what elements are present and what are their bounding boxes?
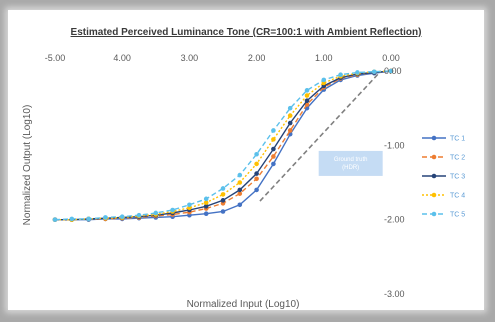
data-point-tc5 [170,207,175,213]
x-tick-label: 1.00 [315,53,333,63]
data-point-tc5 [388,68,394,74]
data-point-tc5 [271,128,276,133]
data-point-tc1 [220,209,226,214]
data-point-tc5 [69,216,75,222]
ground-truth-line [259,70,382,202]
data-point-tc2 [254,176,259,182]
y-axis-label: Normalized Output (Log10) [22,105,33,226]
plot-area: Ground truth (HDR) [52,68,394,222]
data-point-tc4 [254,161,259,167]
annotation-box [318,150,383,176]
data-point-tc2 [237,191,243,196]
data-point-tc4 [237,180,243,185]
data-point-tc5 [86,216,91,222]
data-point-tc5 [338,72,343,78]
x-axis-label: Normalized Input (Log10) [187,299,300,310]
data-point-tc1 [271,161,276,167]
legend: TC 1 TC 2 TC 3 TC 4 TC 5 [422,136,465,219]
data-point-tc5 [254,151,259,157]
data-point-tc5 [355,70,360,75]
data-point-tc5 [237,172,243,178]
data-point-tc5 [119,214,125,219]
x-tick-label: 3.00 [181,53,199,63]
data-point-tc1 [203,211,209,217]
axes: Normalized Input (Log10) Normalized Outp… [22,53,405,310]
x-tick-label: 4.00 [113,53,131,63]
series-line-tc4 [55,70,392,221]
data-point-tc4 [304,93,310,98]
y-tick-label: 0.00 [384,66,402,76]
chart: Ground truth (HDR) Estimated Perceived Lu… [22,27,465,310]
annotation-text: Ground truth (HDR) [334,157,368,171]
data-point-tc5 [321,77,327,83]
data-point-tc2 [287,128,293,133]
legend-label-tc4: TC 4 [450,193,465,200]
data-point-tc5 [203,196,209,202]
data-point-tc5 [187,202,192,208]
y-tick-label: -3.00 [384,289,405,299]
data-point-tc5 [220,186,226,191]
data-point-tc4 [287,113,293,118]
data-point-tc5 [371,69,377,75]
title-layer: Estimated Perceived Luminance Tone (CR=1… [71,27,422,38]
data-point-tc5 [304,88,310,93]
series-line-tc1 [55,70,392,221]
series-line-tc2 [55,70,392,221]
chart-title: Estimated Perceived Luminance Tone (CR=1… [71,27,422,38]
legend-marker-tc3 [431,173,437,179]
legend-label-tc3: TC 3 [450,174,465,181]
legend-marker-tc1 [431,135,437,141]
legend-marker-tc2 [431,154,437,160]
data-point-tc3 [271,146,276,152]
data-point-tc4 [220,192,226,197]
data-point-tc5 [287,105,293,111]
y-tick-label: -1.00 [384,140,405,150]
data-point-tc3 [220,198,226,203]
series-line-tc5 [54,70,392,221]
data-point-tc2 [271,154,276,159]
data-point-tc5 [136,212,142,218]
legend-label-tc1: TC 1 [450,136,465,143]
data-point-tc3 [287,120,293,126]
data-point-tc3 [304,98,310,104]
data-point-tc4 [203,200,209,205]
legend-label-tc5: TC 5 [450,212,465,219]
x-tick-label: -5.00 [45,53,66,63]
data-point-tc4 [271,137,276,142]
legend-marker-tc4 [431,192,437,198]
data-point-tc5 [153,210,159,216]
data-point-tc1 [254,187,259,193]
data-point-tc3 [203,203,209,209]
data-point-tc1 [237,202,243,208]
data-point-tc5 [103,215,108,220]
series-line-tc3 [55,70,392,221]
data-point-tc5 [52,217,58,222]
legend-marker-tc5 [431,211,437,217]
x-tick-label: 0.00 [382,53,400,63]
legend-label-tc2: TC 2 [450,155,465,162]
y-tick-label: -2.00 [384,215,405,225]
data-point-tc3 [237,187,243,193]
x-tick-label: 2.00 [248,53,266,63]
data-point-tc3 [254,171,259,176]
chart-card: Ground truth (HDR) Estimated Perceived Lu… [8,10,484,310]
